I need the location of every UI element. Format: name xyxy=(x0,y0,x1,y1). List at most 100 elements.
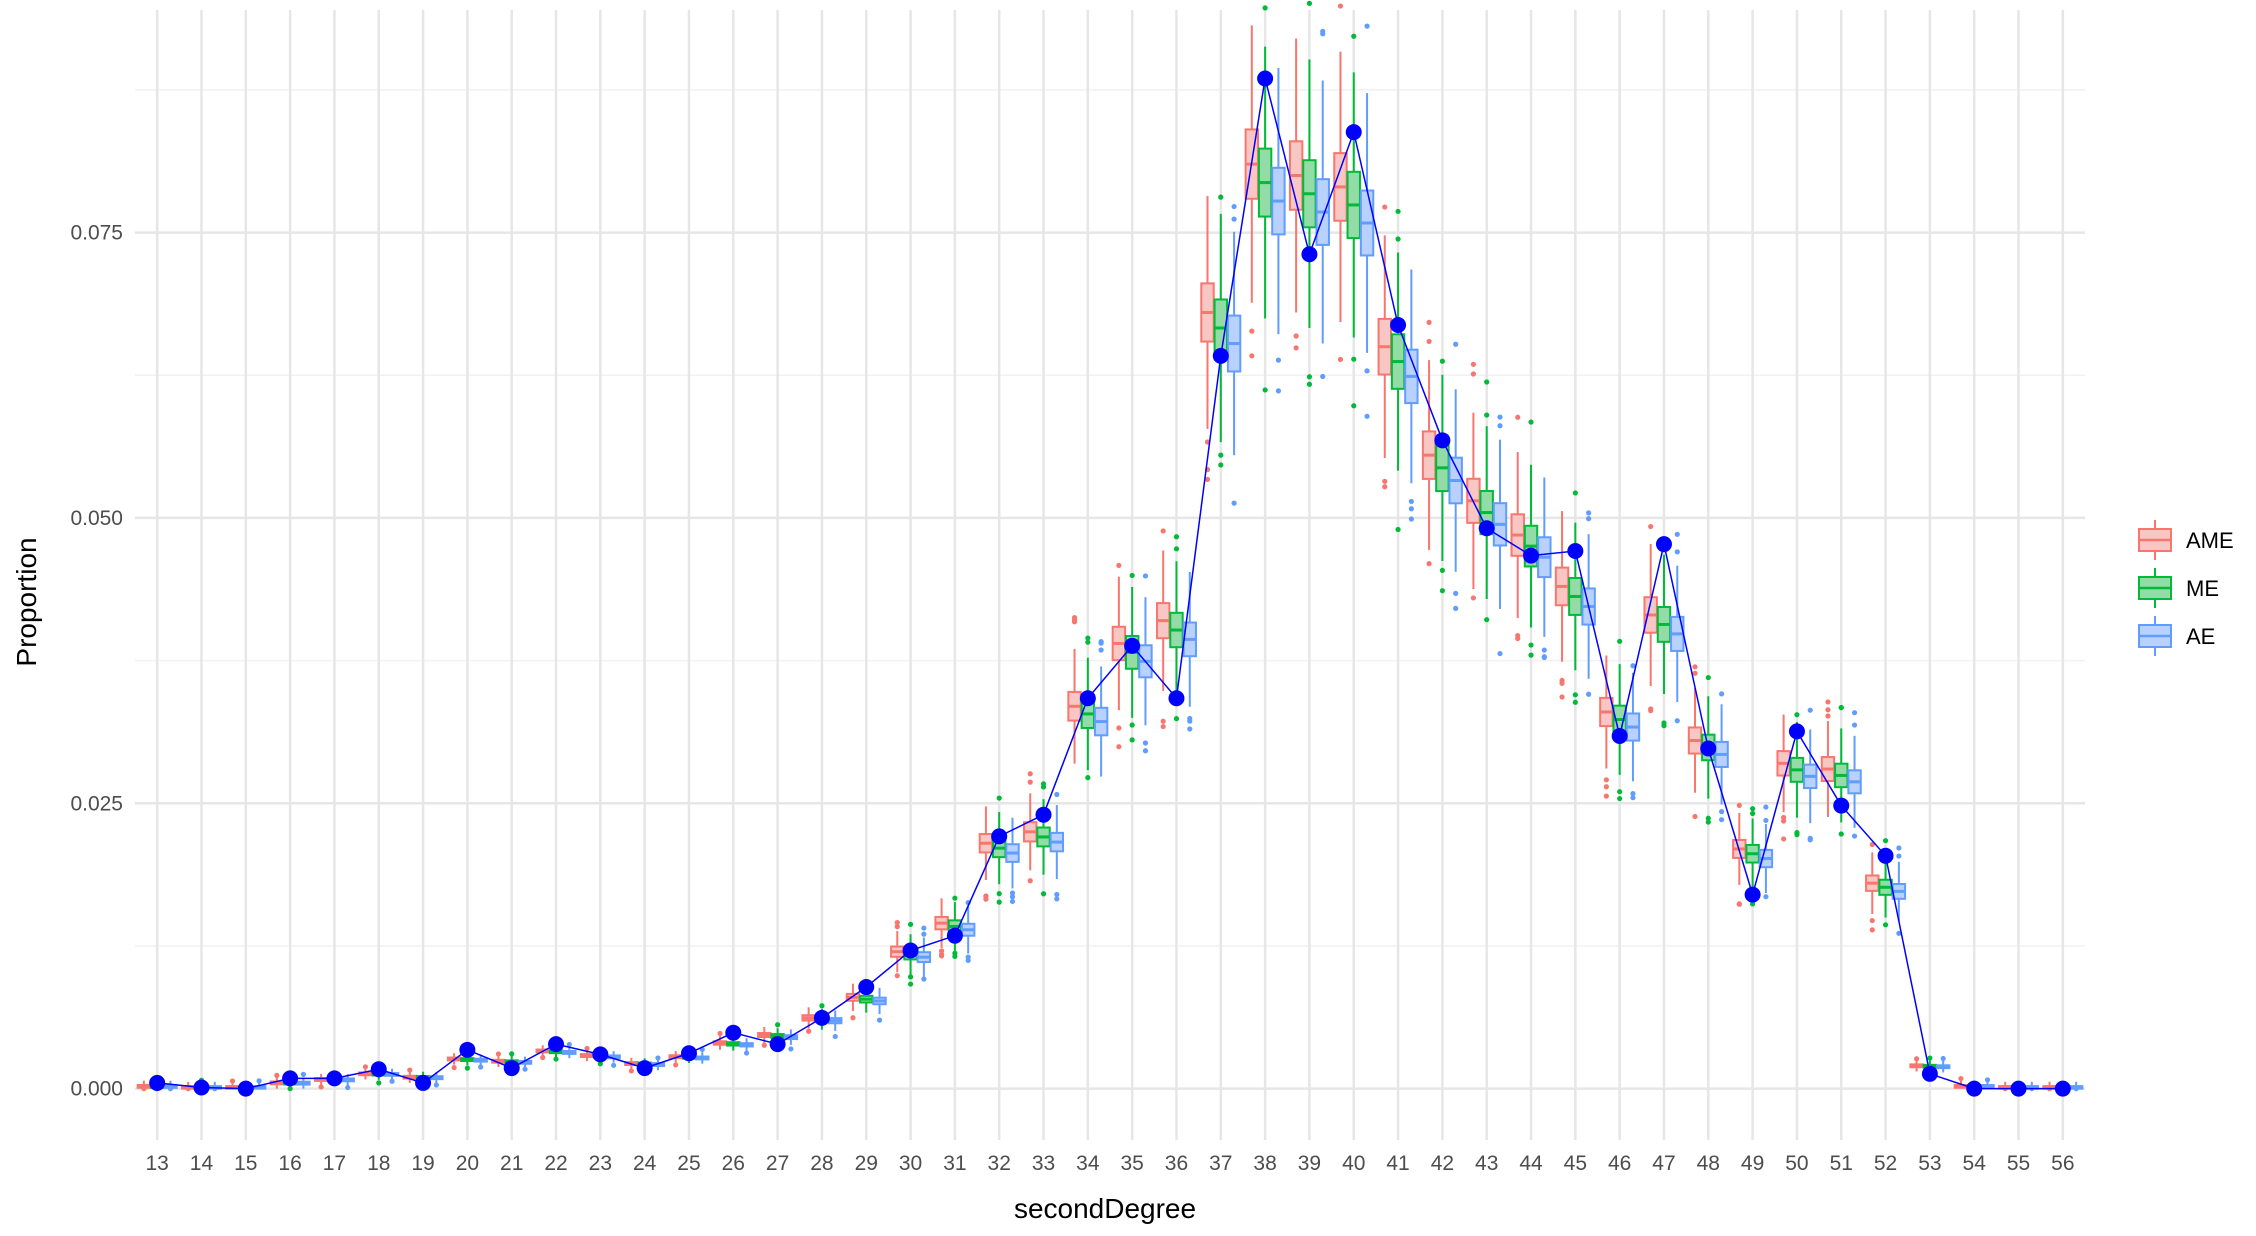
outlier-point xyxy=(1187,726,1193,732)
outlier-point xyxy=(362,1064,369,1070)
outlier-point xyxy=(1351,33,1357,39)
outlier-point xyxy=(655,1055,661,1061)
x-tick-label: 54 xyxy=(1963,1152,1987,1175)
reference-point xyxy=(149,1074,166,1091)
outlier-point xyxy=(1320,373,1326,380)
outlier-point xyxy=(1408,498,1414,505)
outlier-point xyxy=(788,1046,794,1052)
outlier-point xyxy=(1648,523,1654,530)
outlier-point xyxy=(1838,704,1844,711)
outlier-point xyxy=(1218,452,1224,458)
reference-point xyxy=(415,1074,432,1091)
x-tick-label: 15 xyxy=(234,1152,257,1175)
x-tick-label: 21 xyxy=(500,1152,523,1175)
x-tick-label: 40 xyxy=(1342,1152,1365,1175)
box-AME-33 xyxy=(1023,771,1038,884)
outlier-point xyxy=(1395,526,1401,533)
box-AME-52 xyxy=(1865,841,1880,933)
reference-point xyxy=(503,1060,520,1077)
reference-point xyxy=(1833,797,1850,814)
outlier-point xyxy=(611,1062,617,1068)
outlier-point xyxy=(1382,484,1388,490)
outlier-point xyxy=(1781,836,1787,842)
box-AE-38 xyxy=(1271,67,1286,394)
outlier-point xyxy=(2073,1086,2079,1092)
outlier-point xyxy=(451,1065,457,1071)
box-AME-28 xyxy=(801,1007,816,1034)
reference-point xyxy=(1655,536,1672,553)
reference-point xyxy=(1390,317,1407,334)
x-tick-label: 45 xyxy=(1564,1152,1587,1175)
x-tick-label: 19 xyxy=(411,1152,434,1175)
box-AE-31 xyxy=(960,900,976,964)
outlier-point xyxy=(1572,692,1578,698)
outlier-point xyxy=(1293,345,1299,351)
outlier-point xyxy=(509,1051,515,1057)
outlier-point xyxy=(433,1082,439,1088)
outlier-point xyxy=(1617,638,1623,644)
box-AE-51 xyxy=(1847,710,1862,839)
outlier-point xyxy=(1470,371,1477,377)
reference-point xyxy=(1788,723,1805,740)
x-tick-label: 38 xyxy=(1253,1152,1276,1175)
outlier-point xyxy=(1794,712,1800,718)
outlier-point xyxy=(1825,699,1831,705)
outlier-point xyxy=(1825,713,1831,719)
box-AE-27 xyxy=(783,1029,799,1052)
outlier-point xyxy=(1882,922,1889,928)
outlier-point xyxy=(1426,319,1432,325)
outlier-point xyxy=(1439,358,1445,364)
reference-point xyxy=(946,927,963,944)
box-AE-22 xyxy=(562,1041,577,1059)
outlier-point xyxy=(1027,771,1033,777)
outlier-point xyxy=(1869,927,1875,933)
x-tick-label: 30 xyxy=(899,1152,922,1175)
outlier-point xyxy=(952,895,958,901)
outlier-point xyxy=(1231,500,1237,506)
legend-label: AME xyxy=(2186,528,2234,553)
outlier-point xyxy=(832,1033,838,1040)
outlier-point xyxy=(1142,573,1149,579)
outlier-point xyxy=(1807,707,1813,713)
outlier-point xyxy=(1218,194,1224,200)
reference-point xyxy=(2010,1080,2027,1097)
box-AE-39 xyxy=(1315,28,1330,380)
outlier-point xyxy=(495,1051,502,1057)
outlier-point xyxy=(1515,635,1521,642)
box-AE-45 xyxy=(1581,510,1596,697)
x-tick-label: 52 xyxy=(1874,1152,1897,1175)
box-AME-31 xyxy=(934,898,949,959)
outlier-point xyxy=(1262,387,1268,393)
outlier-point xyxy=(907,921,914,927)
outlier-point xyxy=(274,1072,280,1079)
box-ME-40 xyxy=(1346,33,1361,409)
box-AE-41 xyxy=(1404,269,1419,522)
outlier-point xyxy=(1054,791,1060,798)
reference-point xyxy=(769,1036,786,1053)
outlier-point xyxy=(1692,664,1698,670)
box-AE-47 xyxy=(1670,531,1685,724)
outlier-point xyxy=(761,1042,767,1048)
outlier-point xyxy=(1249,328,1255,334)
outlier-point xyxy=(1071,615,1078,621)
outlier-point xyxy=(522,1066,528,1072)
x-tick-label: 32 xyxy=(988,1152,1011,1175)
outlier-point xyxy=(1395,208,1401,215)
outlier-point xyxy=(1927,1055,1933,1061)
outlier-point xyxy=(1603,793,1609,799)
reference-point xyxy=(1035,806,1052,823)
outlier-point xyxy=(1603,784,1609,790)
outlier-point xyxy=(1382,204,1388,210)
x-tick-label: 24 xyxy=(633,1152,657,1175)
outlier-point xyxy=(1497,423,1503,429)
reference-point xyxy=(680,1045,697,1062)
outlier-point xyxy=(1262,5,1268,11)
box-AME-40 xyxy=(1333,3,1348,363)
box-AME-48 xyxy=(1687,664,1703,820)
outlier-point xyxy=(1173,546,1180,552)
outlier-point xyxy=(1306,0,1313,6)
reference-point xyxy=(1478,520,1495,537)
reference-point xyxy=(326,1070,343,1087)
box-AE-20 xyxy=(473,1054,488,1070)
